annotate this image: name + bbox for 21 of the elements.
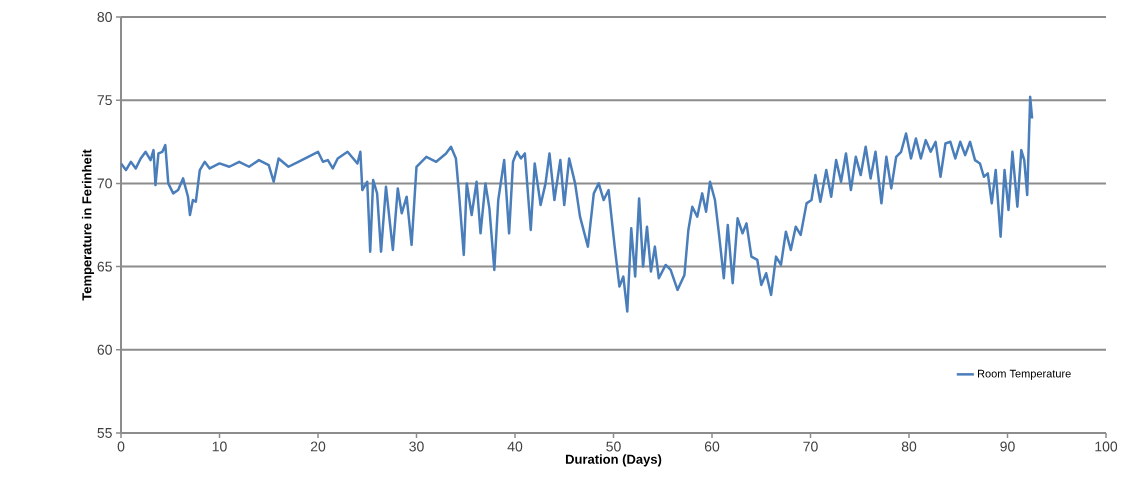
x-tick-label: 80 xyxy=(901,441,917,452)
x-tick-label: 30 xyxy=(409,441,424,452)
x-tick-label: 100 xyxy=(1095,441,1118,452)
y-tick-label: 70 xyxy=(97,178,112,189)
x-tick-label: 40 xyxy=(507,441,523,452)
line-series xyxy=(121,95,1034,313)
x-tick-label: 10 xyxy=(212,441,227,452)
x-tick-label: 60 xyxy=(704,441,720,452)
x-tick-label: 70 xyxy=(803,441,818,452)
y-tick-label: 65 xyxy=(97,261,112,272)
y-axis-title: Temperature in Ferinheit xyxy=(81,149,95,301)
y-tick-label: 80 xyxy=(97,12,112,22)
x-tick-label: 20 xyxy=(310,441,326,452)
y-tick-label: 55 xyxy=(97,428,112,438)
x-tick-label: 0 xyxy=(117,441,125,452)
x-tick-label: 90 xyxy=(1000,441,1015,452)
x-axis-title: Duration (Days) xyxy=(565,454,662,467)
y-tick-label: 60 xyxy=(97,344,112,355)
y-tick-label: 75 xyxy=(97,95,112,106)
x-tick-label: 50 xyxy=(606,441,621,452)
legend-label: Room Temperature xyxy=(978,369,1071,380)
